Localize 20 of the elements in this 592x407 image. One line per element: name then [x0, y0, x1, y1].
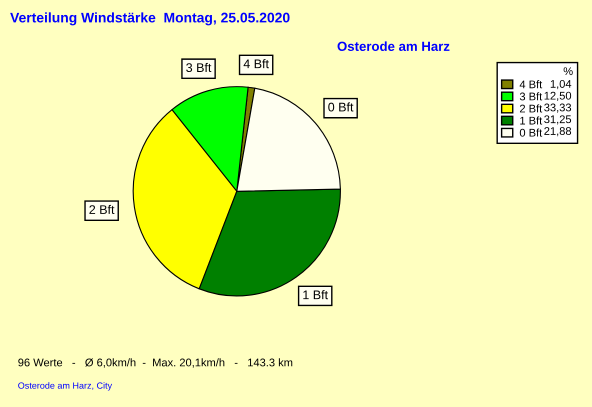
slice-label: 1 Bft	[303, 290, 328, 300]
data-label: 1,04	[550, 80, 572, 90]
legend-label: 0 Bft	[520, 128, 542, 137]
legend-label: 1 Bft	[520, 116, 542, 125]
slice-label: 3 Bft	[186, 62, 212, 72]
data-label: 12,50	[544, 92, 572, 101]
data-label: 21,88	[544, 127, 572, 136]
slice-label: 4 Bft	[244, 59, 269, 68]
data-label: 31,25	[544, 115, 572, 124]
legend-label: 2 Bft	[520, 104, 542, 112]
legend-label: 4 Bft	[520, 80, 542, 88]
data-label: 33,33	[544, 104, 572, 113]
legend-label: 3 Bft	[520, 92, 542, 100]
legend-title: %	[564, 67, 573, 76]
chart-subtitle: Osterode am Harz	[338, 41, 450, 52]
slice-label: 2 Bft	[89, 204, 114, 214]
text: 96 Werte - Ø 6,0km/h - Max. 20,1km/h - 143.3 km	[18, 358, 292, 368]
text: Osterode am Harz, City	[18, 382, 112, 391]
chart-title: Verteilung Windstärke Montag, 25.05.2020	[10, 12, 290, 26]
slice-label: 0 Bft	[328, 102, 354, 112]
